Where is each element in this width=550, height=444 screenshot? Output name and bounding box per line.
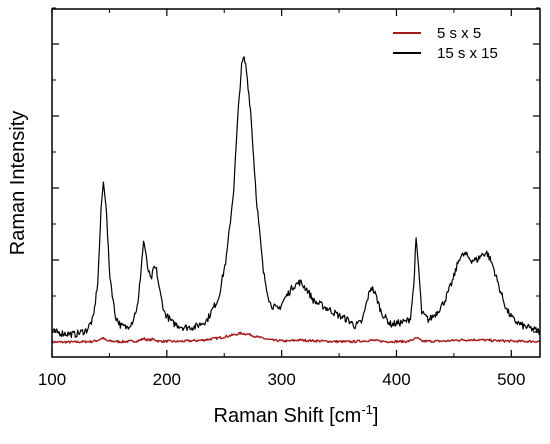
y-axis-title: Raman Intensity (7, 111, 29, 256)
plot-content (51, 56, 541, 344)
series-line-black (51, 56, 541, 339)
x-tick-label: 200 (153, 370, 181, 389)
legend-label: 5 s x 5 (437, 25, 481, 42)
series-line-red (51, 331, 540, 344)
x-tick-label: 300 (267, 370, 295, 389)
legend: 5 s x 5 15 s x 15 (393, 25, 498, 62)
x-axis-title-superscript: -1 (361, 402, 373, 417)
plot-frame (51, 8, 541, 358)
x-tick-label: 500 (497, 370, 525, 389)
x-axis-title: Raman Shift [cm-1] (214, 402, 379, 427)
x-tick-label: 400 (382, 370, 410, 389)
x-tick-label: 100 (38, 370, 66, 389)
axis-ticks: 100 200 300 400 500 (38, 7, 540, 389)
legend-label: 15 s x 15 (437, 45, 498, 62)
